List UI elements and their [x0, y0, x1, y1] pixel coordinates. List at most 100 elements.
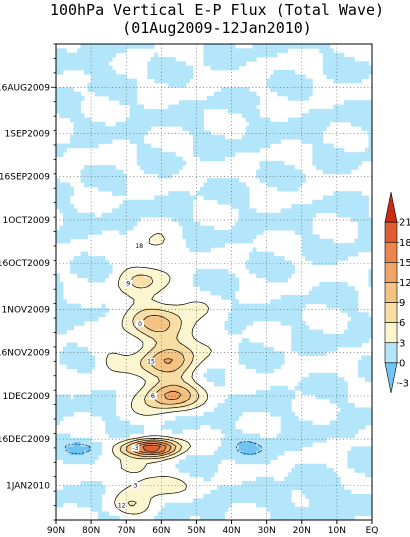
shade-cell: [368, 325, 372, 330]
shade-cell: [175, 303, 180, 309]
shade-cell: [154, 195, 159, 201]
shade-cell: [126, 212, 131, 218]
shade-cell: [87, 44, 92, 49]
shade-cell: [326, 56, 331, 62]
shade-cell: [164, 61, 169, 67]
shade-cell: [329, 165, 334, 170]
shade-cell: [108, 91, 113, 97]
shade-cell: [322, 424, 327, 430]
shade-cell: [59, 407, 64, 413]
shade-cell: [122, 126, 127, 131]
shade-cell: [164, 312, 169, 318]
shade-cell: [94, 407, 99, 413]
shade-cell: [266, 351, 271, 356]
shade-cell: [63, 104, 67, 110]
shade-cell: [136, 199, 141, 205]
shade-cell: [249, 48, 254, 54]
shade-cell: [368, 273, 372, 279]
shade-cell: [256, 368, 261, 374]
shade-cell: [203, 52, 208, 58]
shade-cell: [322, 117, 327, 123]
shade-cell: [326, 381, 331, 387]
shade-cell: [231, 147, 236, 153]
shade-cell: [140, 121, 145, 127]
shade-cell: [161, 364, 166, 369]
shade-cell: [231, 204, 236, 209]
shade-cell: [263, 130, 268, 136]
shade-cell: [164, 160, 169, 166]
shade-cell: [336, 342, 341, 348]
shade-cell: [63, 91, 67, 97]
shade-cell: [199, 355, 204, 361]
shade-cell: [77, 398, 81, 404]
shade-cell: [185, 394, 190, 400]
shade-cell: [305, 433, 310, 439]
shade-cell: [245, 498, 250, 504]
shade-cell: [203, 61, 208, 67]
shade-cell: [308, 420, 313, 426]
shade-cell: [129, 199, 134, 205]
shade-cell: [136, 325, 141, 330]
shade-cell: [221, 100, 225, 105]
shade-cell: [217, 147, 222, 153]
shade-cell: [178, 307, 183, 313]
shade-cell: [270, 502, 275, 508]
shade-cell: [291, 312, 296, 318]
shade-cell: [364, 65, 369, 71]
shade-cell: [175, 217, 180, 222]
shade-cell: [175, 416, 180, 421]
shade-cell: [217, 100, 222, 105]
shade-cell: [161, 398, 166, 404]
shade-cell: [277, 212, 282, 218]
shade-cell: [221, 494, 225, 499]
shade-cell: [368, 117, 372, 123]
shade-cell: [133, 316, 138, 322]
shade-cell: [277, 502, 282, 508]
shade-cell: [364, 225, 369, 231]
shade-cell: [364, 221, 369, 227]
shade-cell: [87, 221, 92, 227]
shade-cell: [273, 160, 278, 166]
shade-cell: [168, 455, 173, 460]
shade-cell: [259, 346, 264, 352]
shade-cell: [273, 69, 278, 75]
shade-cell: [350, 100, 355, 105]
shade-cell: [157, 346, 162, 352]
shade-cell: [217, 152, 222, 157]
shade-cell: [147, 165, 152, 170]
shade-cell: [133, 221, 138, 227]
shade-cell: [168, 424, 173, 430]
shade-cell: [77, 346, 81, 352]
shade-cell: [59, 199, 64, 205]
shade-cell: [136, 303, 141, 309]
shade-cell: [350, 463, 355, 469]
shade-cell: [287, 264, 292, 270]
shade-cell: [259, 130, 264, 136]
shade-cell: [77, 95, 81, 101]
shade-cell: [249, 121, 254, 127]
shade-cell: [108, 95, 113, 101]
shade-cell: [63, 225, 67, 231]
shade-cell: [347, 195, 352, 201]
shade-cell: [361, 359, 366, 365]
shade-cell: [189, 130, 194, 136]
shade-cell: [277, 186, 282, 192]
shade-cell: [266, 264, 271, 270]
shade-cell: [129, 286, 134, 292]
shade-cell: [105, 411, 110, 417]
shade-cell: [301, 333, 306, 339]
shade-cell: [66, 320, 71, 326]
shade-cell: [354, 416, 359, 421]
shade-cell: [357, 160, 362, 166]
shade-cell: [350, 286, 355, 292]
shade-cell: [87, 494, 92, 499]
shade-cell: [73, 113, 78, 118]
shade-cell: [98, 307, 103, 313]
shade-cell: [105, 91, 110, 97]
shade-cell: [280, 165, 285, 170]
shade-cell: [182, 316, 187, 322]
shade-cell: [115, 420, 120, 426]
shade-cell: [259, 52, 264, 58]
shade-cell: [221, 56, 225, 62]
shade-cell: [192, 230, 197, 235]
